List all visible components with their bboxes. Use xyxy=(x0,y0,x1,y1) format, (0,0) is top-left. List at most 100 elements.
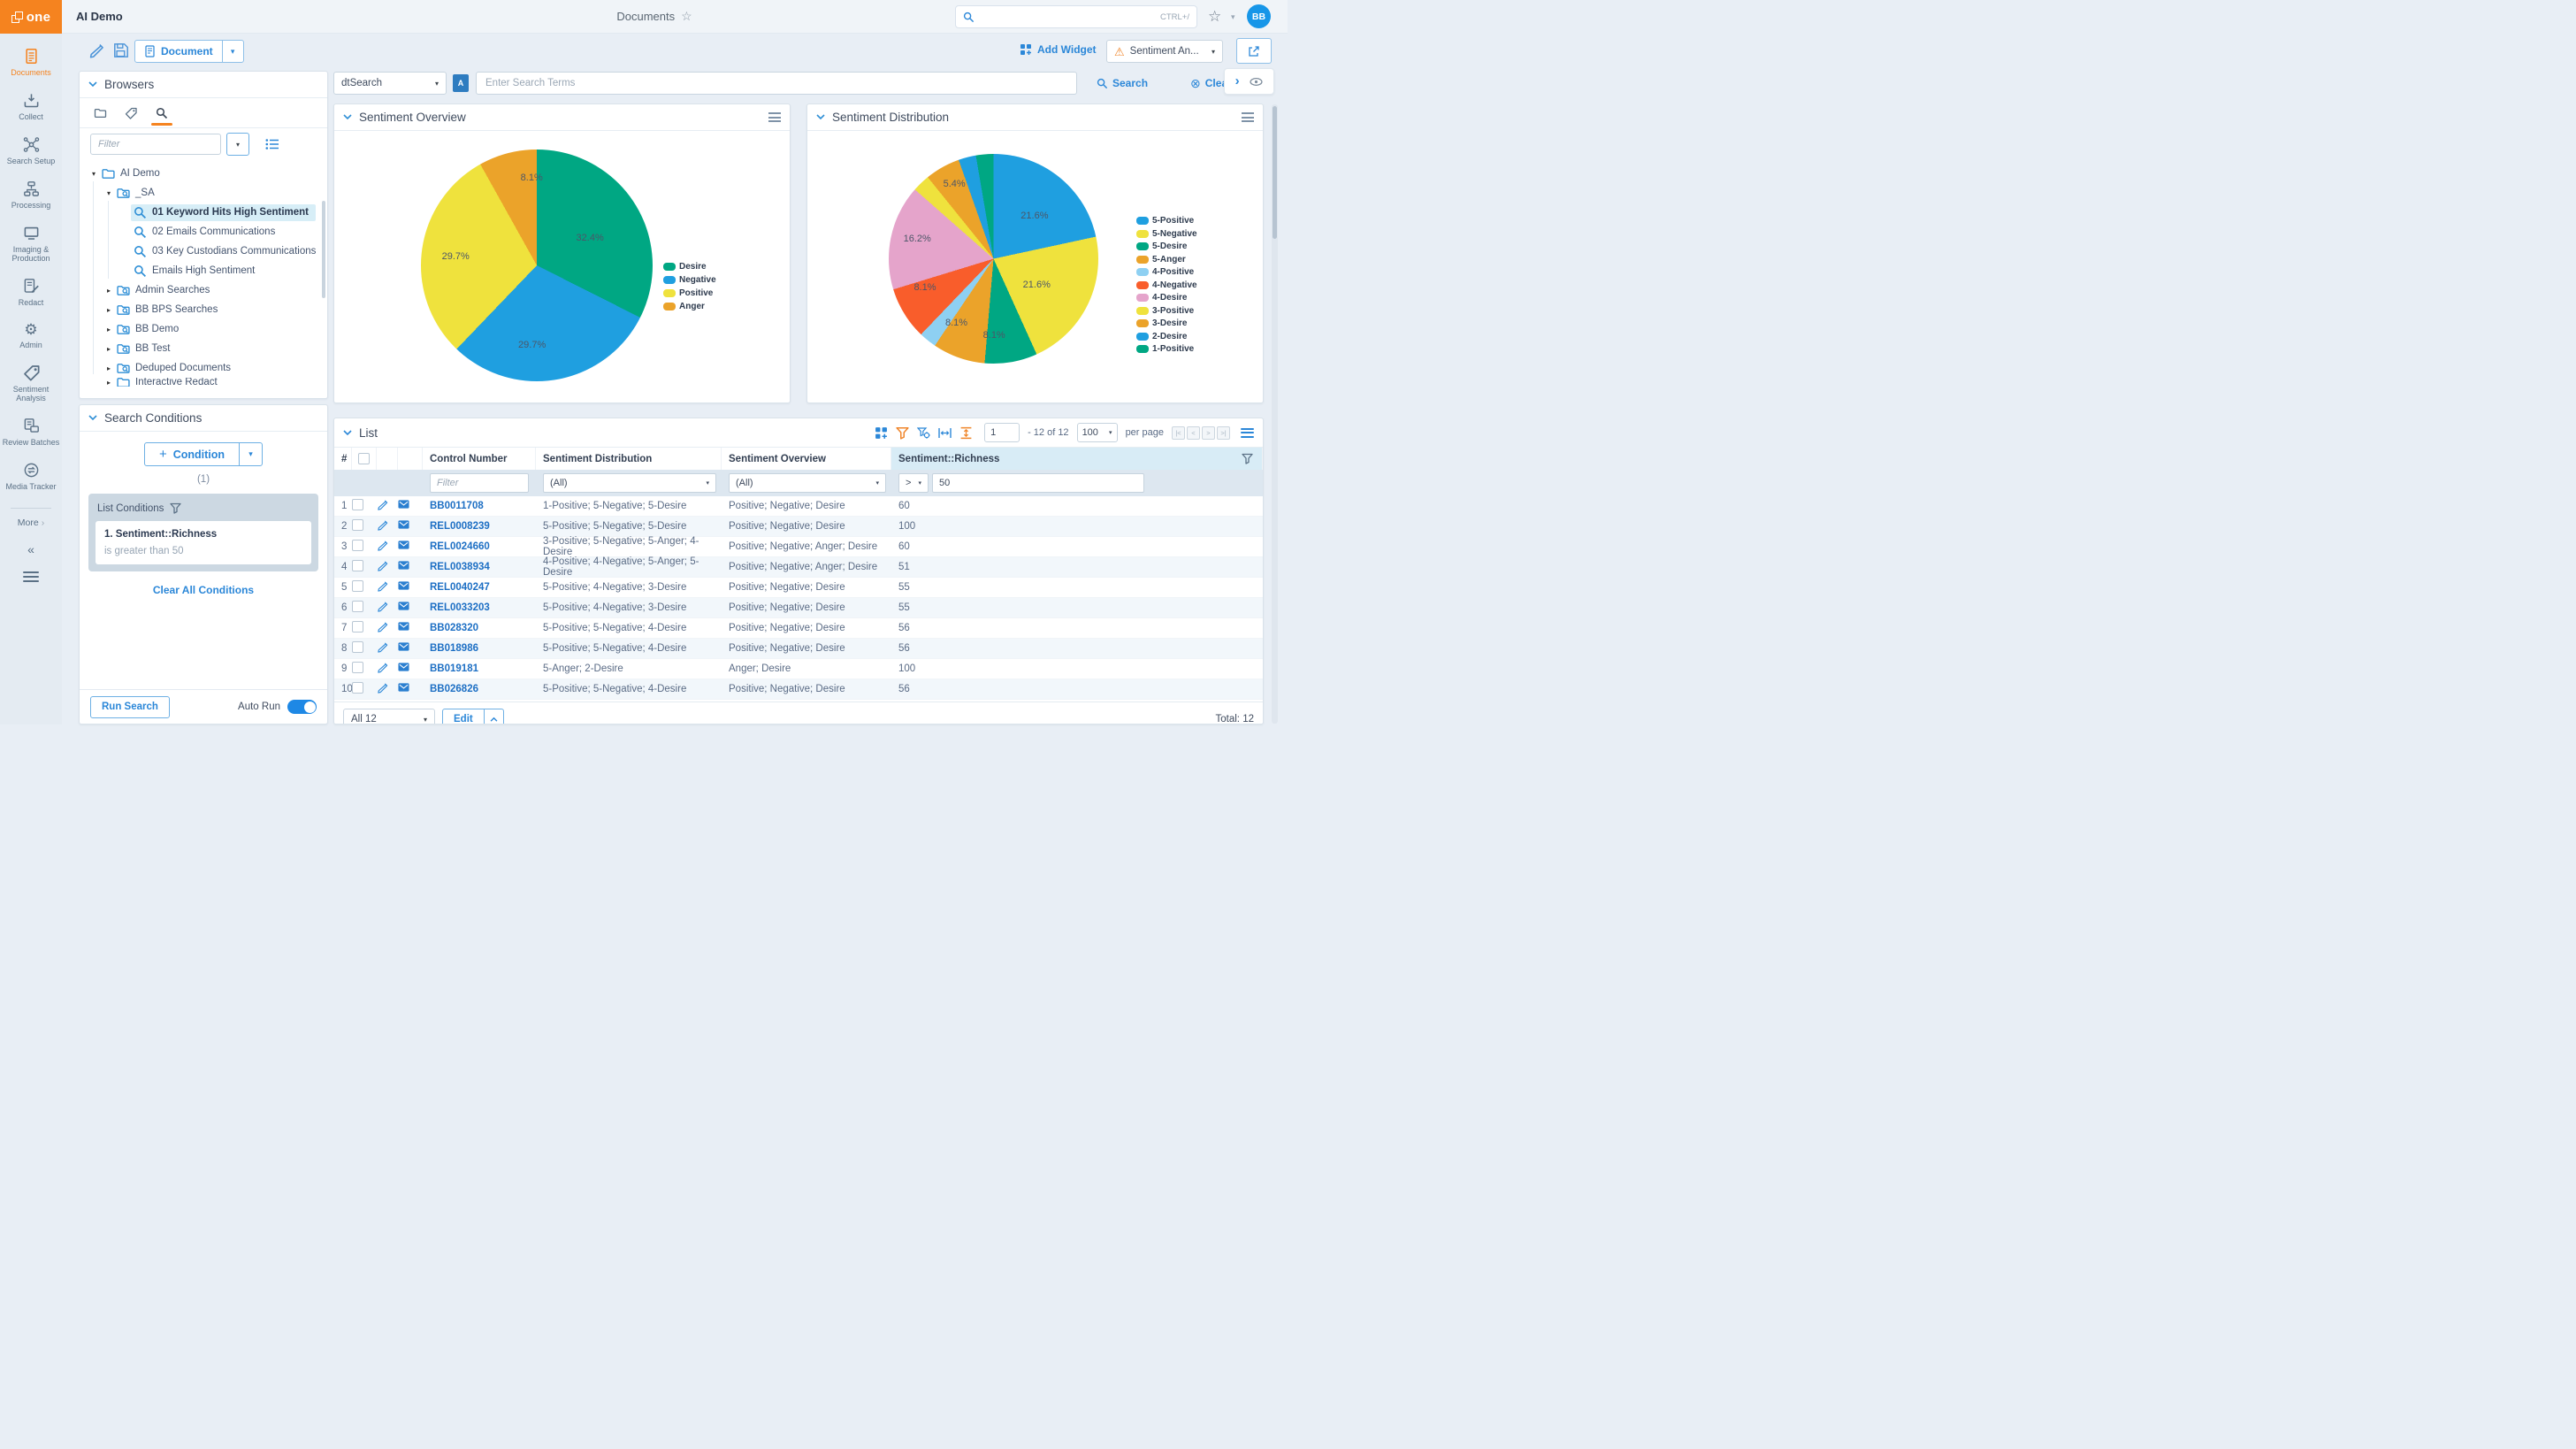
list-options-icon[interactable] xyxy=(265,138,279,150)
edit-split-button[interactable]: Edit xyxy=(442,709,504,724)
save-icon[interactable] xyxy=(113,42,129,58)
row-checkbox[interactable] xyxy=(352,682,363,694)
legend-item[interactable]: 5-Negative xyxy=(1136,229,1197,239)
control-number-link[interactable]: REL0038934 xyxy=(430,562,490,572)
email-icon[interactable] xyxy=(398,519,409,531)
caret-right-icon[interactable]: ▸ xyxy=(103,364,114,372)
widget-selector[interactable]: ⚠ Sentiment An... xyxy=(1106,40,1223,63)
tree-item-clipped[interactable]: ▸ Interactive Redact xyxy=(88,378,327,387)
rail-menu-icon[interactable] xyxy=(23,569,39,585)
overview-filter-select[interactable]: (All) xyxy=(729,473,886,493)
edit-pencil-icon[interactable] xyxy=(377,601,388,612)
tree-item[interactable]: ▾ _SA xyxy=(88,183,327,203)
add-widget-button[interactable]: Add Widget xyxy=(1020,43,1097,56)
legend-item[interactable]: 3-Desire xyxy=(1136,318,1197,328)
chevron-down-icon[interactable] xyxy=(816,114,825,120)
legend-item[interactable]: 4-Positive xyxy=(1136,267,1197,277)
search-button[interactable]: Search xyxy=(1097,77,1148,89)
control-number-link[interactable]: BB018986 xyxy=(430,643,478,654)
per-page-select[interactable]: 100 xyxy=(1077,423,1118,442)
scope-select[interactable]: All 12 xyxy=(343,709,435,724)
tree-item[interactable]: 03 Key Custodians Communications xyxy=(88,242,327,261)
legend-item[interactable]: 5-Desire xyxy=(1136,242,1197,251)
tab-tags[interactable] xyxy=(123,102,139,125)
edit-pencil-icon[interactable] xyxy=(377,641,388,653)
column-sentiment-overview[interactable]: Sentiment Overview xyxy=(722,448,891,470)
distribution-filter-select[interactable]: (All) xyxy=(543,473,716,493)
brand-logo[interactable]: one xyxy=(0,0,62,34)
chevron-down-icon[interactable] xyxy=(88,415,97,421)
global-search[interactable]: CTRL+/ xyxy=(955,5,1197,28)
first-page-button[interactable]: |< xyxy=(1172,426,1185,440)
row-checkbox[interactable] xyxy=(352,662,363,673)
control-number-link[interactable]: REL0008239 xyxy=(430,521,490,532)
legend-item[interactable]: Positive xyxy=(663,288,716,298)
nav-media-tracker[interactable]: Media Tracker xyxy=(1,462,61,491)
edit-pencil-icon[interactable] xyxy=(377,621,388,632)
control-number-filter-input[interactable] xyxy=(430,473,529,493)
column-width-icon[interactable] xyxy=(938,426,952,440)
legend-item[interactable]: Desire xyxy=(663,262,716,272)
user-avatar[interactable]: BB xyxy=(1247,4,1271,28)
tree-item[interactable]: Emails High Sentiment xyxy=(88,261,327,280)
edit-pencil-icon[interactable] xyxy=(377,540,388,551)
tree-item[interactable]: ▸ BB Test xyxy=(88,339,327,358)
widget-menu-icon[interactable] xyxy=(1242,111,1254,125)
control-number-link[interactable]: BB026826 xyxy=(430,684,478,694)
legend-item[interactable]: 2-Desire xyxy=(1136,332,1197,341)
richness-filter-input[interactable] xyxy=(932,473,1144,493)
control-number-link[interactable]: BB028320 xyxy=(430,623,478,633)
row-checkbox[interactable] xyxy=(352,601,363,612)
chevron-down-icon[interactable] xyxy=(343,114,352,120)
column-sentiment-richness[interactable]: Sentiment::Richness xyxy=(891,448,1263,470)
email-icon[interactable] xyxy=(398,641,409,653)
tab-searches[interactable] xyxy=(154,102,170,125)
prev-page-button[interactable]: < xyxy=(1187,426,1200,440)
nav-processing[interactable]: Processing xyxy=(1,180,61,210)
richness-operator-select[interactable]: > xyxy=(898,473,929,493)
email-icon[interactable] xyxy=(398,499,409,510)
auto-run-toggle[interactable] xyxy=(287,700,317,714)
caret-right-icon[interactable]: ▸ xyxy=(103,326,114,334)
edit-pencil-icon[interactable] xyxy=(88,42,104,58)
legend-item[interactable]: 4-Negative xyxy=(1136,280,1197,290)
control-number-link[interactable]: REL0024660 xyxy=(430,541,490,552)
dictionary-icon[interactable]: A xyxy=(453,74,469,92)
edit-pencil-icon[interactable] xyxy=(377,682,388,694)
chevron-down-icon[interactable] xyxy=(88,81,97,88)
last-page-button[interactable]: >| xyxy=(1217,426,1230,440)
control-number-link[interactable]: BB019181 xyxy=(430,663,478,674)
control-number-link[interactable]: BB0011708 xyxy=(430,501,484,511)
tree-filter-input[interactable] xyxy=(90,134,221,155)
row-checkbox[interactable] xyxy=(352,540,363,551)
filter-funnel-icon[interactable] xyxy=(170,502,181,514)
row-checkbox[interactable] xyxy=(352,560,363,571)
expand-right-icon[interactable] xyxy=(1235,75,1240,88)
chevron-down-icon[interactable] xyxy=(343,430,352,436)
next-page-button[interactable]: > xyxy=(1202,426,1215,440)
row-checkbox[interactable] xyxy=(352,580,363,592)
legend-item[interactable]: 3-Positive xyxy=(1136,306,1197,316)
legend-item[interactable]: 5-Anger xyxy=(1136,255,1197,264)
email-icon[interactable] xyxy=(398,662,409,673)
email-icon[interactable] xyxy=(398,580,409,592)
tree-item[interactable]: ▸ Deduped Documents xyxy=(88,358,327,378)
filter-settings-icon[interactable] xyxy=(917,426,930,440)
add-column-icon[interactable] xyxy=(875,426,888,440)
page-number-input[interactable] xyxy=(984,423,1020,442)
control-number-link[interactable]: REL0040247 xyxy=(430,582,490,593)
email-icon[interactable] xyxy=(398,560,409,571)
legend-item[interactable]: Negative xyxy=(663,275,716,285)
main-scrollbar[interactable] xyxy=(1272,104,1278,724)
row-checkbox[interactable] xyxy=(352,621,363,632)
nav-documents[interactable]: Documents xyxy=(1,48,61,77)
nav-sentiment-analysis[interactable]: Sentiment Analysis xyxy=(1,364,61,402)
caret-down-icon[interactable]: ▾ xyxy=(88,170,99,178)
global-search-input[interactable] xyxy=(980,12,1155,22)
legend-item[interactable]: 5-Positive xyxy=(1136,216,1197,226)
filter-options-dropdown[interactable] xyxy=(226,133,249,156)
edit-pencil-icon[interactable] xyxy=(377,499,388,510)
nav-redact[interactable]: Redact xyxy=(1,278,61,307)
caret-right-icon[interactable]: ▸ xyxy=(103,287,114,295)
nav-collect[interactable]: Collect xyxy=(1,92,61,121)
